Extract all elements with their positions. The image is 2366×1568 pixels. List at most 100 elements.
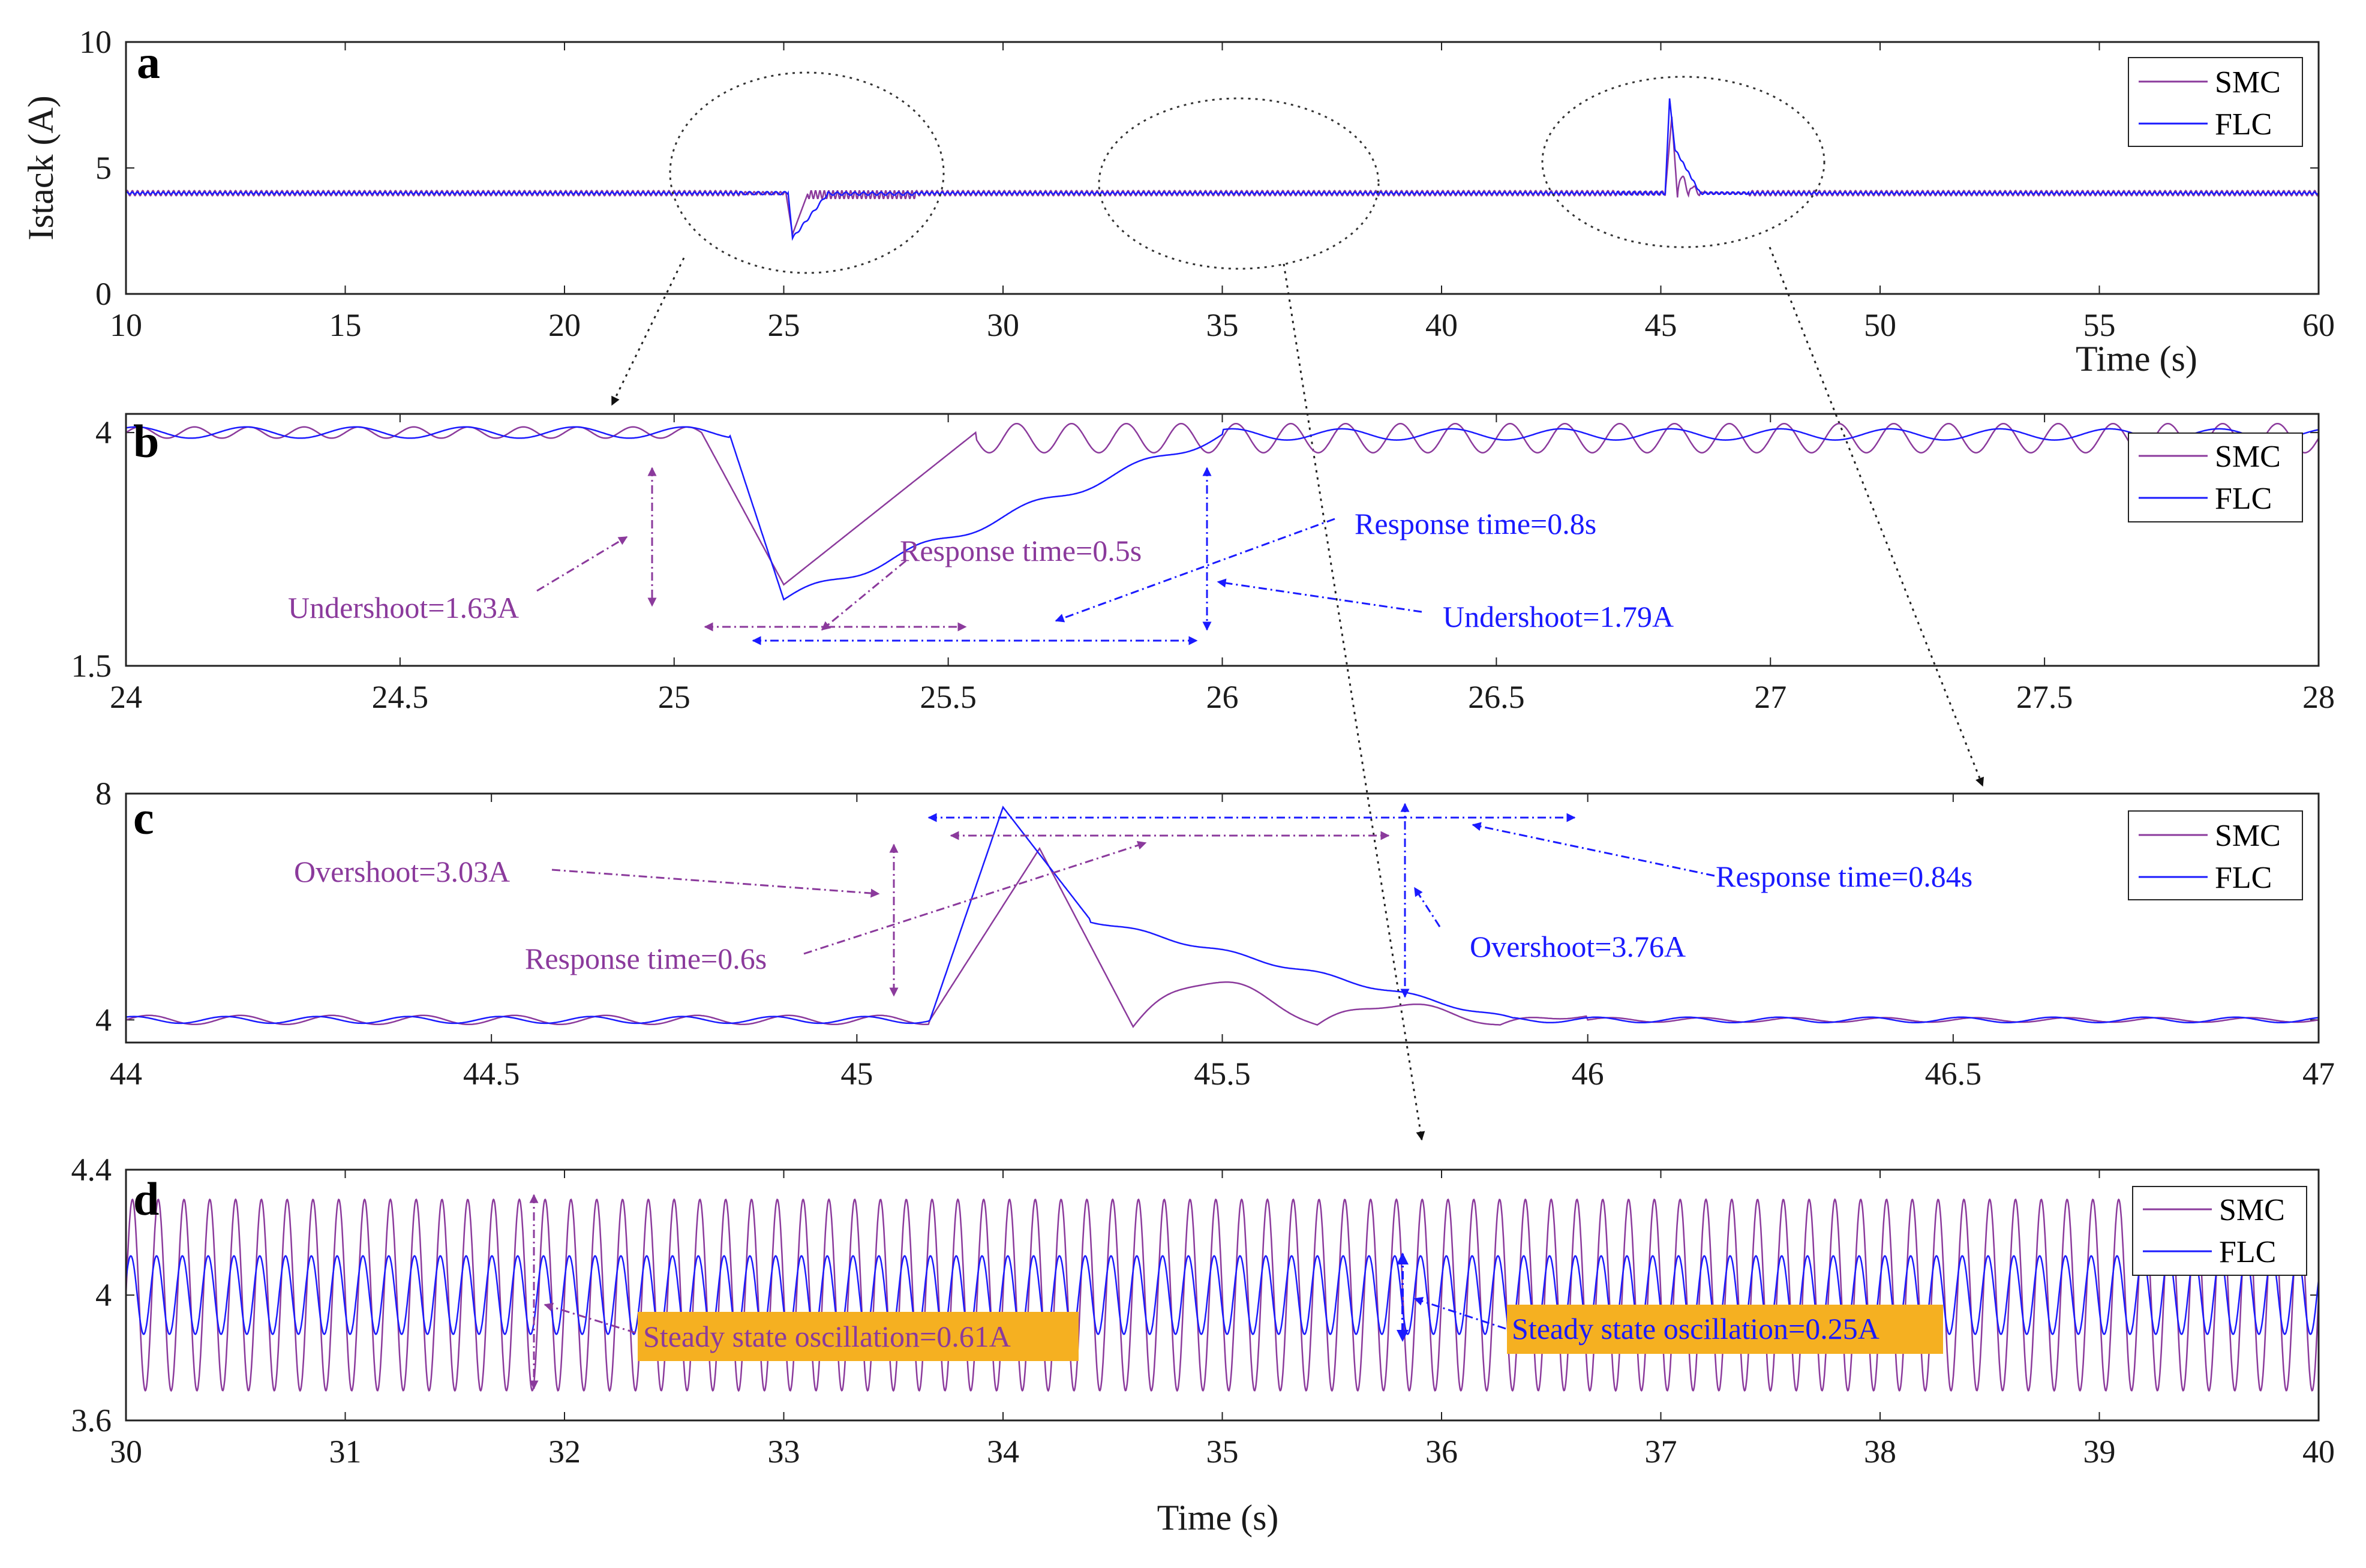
x-tick-label: 24.5 xyxy=(372,679,429,715)
response-flc-pointer-c xyxy=(1472,822,1715,877)
panel-c-label: c xyxy=(133,792,154,844)
series-smc-line xyxy=(125,1198,2320,1392)
panel-d-xlabel: Time (s) xyxy=(1157,1498,1279,1537)
oscillation-flc-text: Steady state oscillation=0.25A xyxy=(1512,1312,1879,1345)
x-tick-label: 45.5 xyxy=(1194,1056,1251,1092)
zoom-ellipse-25s xyxy=(669,71,945,274)
x-tick-label: 40 xyxy=(1425,307,1458,343)
series-flc-line xyxy=(125,98,2319,241)
panel-a-ticks: 10 15 20 25 30 35 40 45 50 55 60 0 5 10 xyxy=(79,24,2335,343)
undershoot-smc-pointer xyxy=(536,536,628,592)
y-tick-label: 4 xyxy=(95,1002,112,1038)
x-tick-label: 36 xyxy=(1425,1434,1458,1470)
connector-to-c xyxy=(1769,247,1984,787)
panel-d-legend: SMC FLC xyxy=(2132,1186,2307,1276)
x-tick-label: 30 xyxy=(987,307,1019,343)
panel-b-ticks: 24 24.5 25 25.5 26 26.5 27 27.5 28 1.5 4 xyxy=(71,414,2335,715)
response-smc-text-c: Response time=0.6s xyxy=(525,942,767,975)
panel-b-label: b xyxy=(133,415,159,467)
x-tick-label: 25 xyxy=(658,679,690,715)
legend-flc-label: FLC xyxy=(2215,107,2272,142)
x-tick-label: 27 xyxy=(1754,679,1786,715)
x-tick-label: 35 xyxy=(1206,307,1239,343)
legend-smc-label: SMC xyxy=(2215,440,2281,474)
x-tick-label: 10 xyxy=(110,307,142,343)
x-tick-label: 20 xyxy=(548,307,581,343)
zoom-connectors xyxy=(611,247,1984,1141)
response-smc-text: Response time=0.5s xyxy=(900,534,1142,567)
panel-b-annotations: Undershoot=1.63A Response time=0.5s Resp… xyxy=(288,467,1674,645)
panel-a-legend: SMC FLC xyxy=(2128,57,2303,147)
legend-smc-label: SMC xyxy=(2219,1193,2285,1227)
panel-b-series xyxy=(125,422,2320,601)
panel-d-annotations: Steady state oscillation=0.61A Steady st… xyxy=(529,1194,1943,1390)
x-tick-label: 30 xyxy=(110,1434,142,1470)
x-tick-label: 27.5 xyxy=(2016,679,2073,715)
panel-a-ylabel: Istack (A) xyxy=(21,95,61,241)
legend-flc-label: FLC xyxy=(2215,482,2272,516)
undershoot-smc-text: Undershoot=1.63A xyxy=(288,591,519,624)
overshoot-flc-pointer xyxy=(1413,887,1441,927)
panel-c-ticks: 44 44.5 45 45.5 46 46.5 47 4 8 xyxy=(95,776,2335,1092)
overshoot-smc-pointer xyxy=(551,869,880,898)
panel-a-frame xyxy=(125,41,2320,295)
legend-smc-label: SMC xyxy=(2215,65,2281,100)
panel-d-frame xyxy=(125,1169,2320,1422)
legend-smc-label: SMC xyxy=(2215,819,2281,853)
panel-a-series xyxy=(125,98,2320,241)
x-tick-label: 15 xyxy=(329,307,362,343)
x-tick-label: 55 xyxy=(2083,307,2116,343)
series-flc-line xyxy=(125,1255,2320,1335)
response-flc-text: Response time=0.8s xyxy=(1355,507,1596,540)
zoom-ellipse-45s xyxy=(1541,76,1825,248)
legend-box xyxy=(2132,1186,2307,1276)
zoom-ellipse-35s xyxy=(1098,97,1380,270)
oscillation-smc-text: Steady state oscillation=0.61A xyxy=(643,1320,1011,1353)
x-tick-label: 46 xyxy=(1572,1056,1604,1092)
y-tick-label: 10 xyxy=(79,24,112,60)
panel-c-annotations: Overshoot=3.03A Response time=0.6s Respo… xyxy=(294,803,1972,998)
panel-c: 44 44.5 45 45.5 46 46.5 47 4 8 c SMC FLC Oversho… xyxy=(95,776,2335,1092)
x-tick-label: 38 xyxy=(1864,1434,1896,1470)
response-smc-pointer xyxy=(821,560,906,631)
y-tick-label: 4 xyxy=(95,414,112,450)
x-tick-label: 45 xyxy=(840,1056,873,1092)
x-tick-label: 32 xyxy=(548,1434,581,1470)
panel-c-frame xyxy=(125,792,2320,1044)
undershoot-flc-text: Undershoot=1.79A xyxy=(1443,600,1674,633)
x-tick-label: 47 xyxy=(2302,1056,2335,1092)
response-smc-pointer-c xyxy=(803,841,1147,955)
overshoot-flc-text: Overshoot=3.76A xyxy=(1470,930,1686,963)
overshoot-smc-text: Overshoot=3.03A xyxy=(294,855,510,888)
y-tick-label: 0 xyxy=(95,276,112,312)
panel-a: 10 15 20 25 30 35 40 45 50 55 60 0 5 10 a Time (s) Is… xyxy=(21,24,2335,379)
x-tick-label: 26 xyxy=(1206,679,1239,715)
x-tick-label: 31 xyxy=(329,1434,362,1470)
x-tick-label: 26.5 xyxy=(1468,679,1525,715)
x-tick-label: 44 xyxy=(110,1056,142,1092)
panel-d-series xyxy=(125,1198,2320,1392)
x-tick-label: 24 xyxy=(110,679,142,715)
y-tick-label: 1.5 xyxy=(71,648,112,684)
panel-a-label: a xyxy=(137,36,160,88)
x-tick-label: 25.5 xyxy=(920,679,977,715)
oscillation-smc-pointer xyxy=(544,1302,636,1334)
panel-b-frame xyxy=(125,413,2320,667)
x-tick-label: 28 xyxy=(2302,679,2335,715)
x-tick-label: 35 xyxy=(1206,1434,1239,1470)
series-flc-line xyxy=(125,805,2319,1025)
x-tick-label: 25 xyxy=(768,307,800,343)
y-tick-label: 3.6 xyxy=(71,1402,112,1438)
series-smc-line xyxy=(125,116,2320,238)
panel-c-series xyxy=(125,805,2319,1028)
x-tick-label: 39 xyxy=(2083,1434,2116,1470)
panel-b-legend: SMC FLC xyxy=(2128,432,2303,522)
oscillation-flc-pointer xyxy=(1413,1297,1506,1330)
connector-to-d xyxy=(1283,263,1425,1141)
x-tick-label: 34 xyxy=(987,1434,1019,1470)
response-flc-pointer xyxy=(1055,518,1335,623)
x-tick-label: 44.5 xyxy=(463,1056,520,1092)
y-tick-label: 5 xyxy=(95,150,112,186)
x-tick-label: 46.5 xyxy=(1925,1056,1982,1092)
